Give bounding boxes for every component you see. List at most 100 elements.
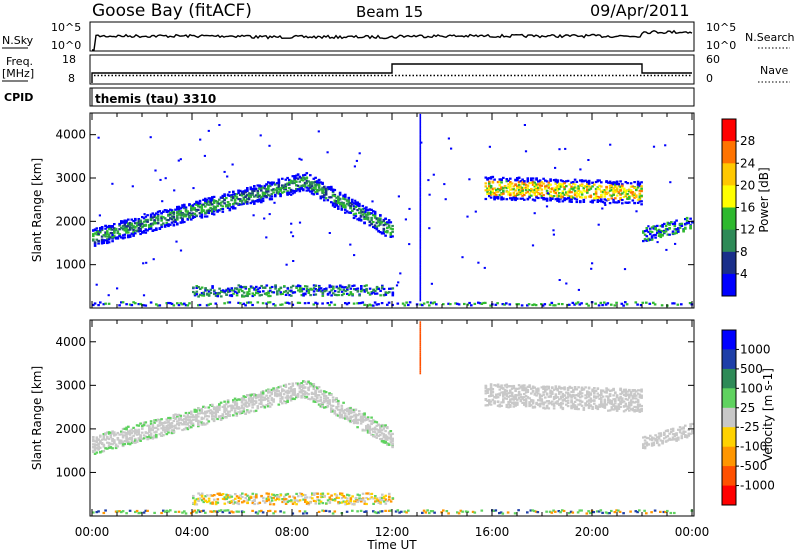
scatter-cell	[493, 402, 496, 404]
scatter-cell	[272, 401, 275, 403]
scatter-cell	[581, 196, 584, 198]
scatter-cell	[562, 408, 565, 410]
scatter-cell	[654, 434, 657, 436]
scatter-cell	[175, 241, 177, 243]
scatter-cell	[640, 195, 643, 197]
scatter-cell	[619, 197, 622, 199]
scatter-cell	[388, 302, 391, 304]
scatter-cell	[594, 303, 597, 305]
scatter-cell	[263, 218, 265, 220]
scatter-cell	[574, 401, 577, 403]
scatter-cell	[420, 265, 422, 267]
scatter-cell	[206, 215, 209, 217]
scatter-cell	[621, 202, 624, 204]
scatter-cell	[330, 294, 333, 296]
scatter-cell	[548, 387, 551, 389]
scatter-cell	[544, 303, 547, 305]
scatter-cell	[651, 236, 654, 238]
scatter-cell	[681, 223, 684, 225]
scatter-cell	[397, 303, 400, 305]
scatter-cell	[358, 410, 361, 412]
scatter-cell	[420, 135, 422, 137]
colorbar-swatch	[722, 208, 736, 231]
scatter-cell	[330, 186, 333, 188]
scatter-cell	[299, 190, 302, 192]
scatter-cell	[225, 197, 228, 199]
colorbar-tick-label: 12	[740, 223, 755, 237]
beam-title: Beam 15	[356, 3, 423, 21]
scatter-cell	[188, 216, 191, 218]
scatter-cell	[595, 192, 598, 194]
scatter-cell	[353, 411, 356, 413]
scatter-cell	[318, 130, 320, 132]
scatter-cell	[621, 397, 624, 399]
scatter-cell	[420, 124, 422, 126]
scatter-cell	[420, 234, 422, 236]
scatter-cell	[556, 179, 559, 181]
scatter-cell	[420, 166, 422, 168]
scatter-cell	[269, 295, 272, 297]
scatter-cell	[604, 202, 607, 204]
scatter-cell	[600, 198, 603, 200]
scatter-cell	[244, 304, 247, 306]
scatter-cell	[420, 260, 422, 262]
scatter-cell	[651, 231, 654, 233]
scatter-cell	[356, 421, 359, 423]
scatter-cell	[267, 400, 270, 402]
scatter-cell	[92, 436, 95, 438]
scatter-cell	[661, 441, 664, 443]
scatter-cell	[274, 194, 277, 196]
scatter-cell	[155, 229, 158, 231]
scatter-cell	[509, 303, 512, 305]
scatter-cell	[391, 440, 394, 442]
scatter-cell	[335, 397, 338, 399]
scatter-cell	[532, 177, 535, 179]
scatter-cell	[337, 208, 340, 210]
scatter-cell	[213, 213, 216, 215]
scatter-cell	[111, 234, 113, 236]
scatter-cell	[201, 410, 204, 412]
scatter-cell	[173, 304, 176, 306]
scatter-cell	[203, 295, 206, 297]
scatter-cell	[420, 114, 422, 116]
scatter-cell	[218, 124, 220, 126]
colorbar-tick-label: 16	[740, 201, 755, 215]
scatter-cell	[307, 302, 310, 304]
scatter-cell	[391, 231, 394, 233]
scatter-cell	[388, 224, 391, 226]
scatter-cell	[475, 211, 477, 213]
scatter-cell	[265, 236, 267, 238]
scatter-cell	[360, 422, 363, 424]
scatter-cell	[125, 303, 128, 305]
scatter-cell	[661, 226, 664, 228]
scatter-cell	[405, 302, 408, 304]
scatter-cell	[551, 302, 554, 304]
scatter-cell	[316, 397, 319, 399]
scatter-cell	[103, 241, 106, 243]
scatter-cell	[190, 411, 193, 413]
scatter-cell	[616, 188, 619, 190]
scatter-cell	[251, 194, 254, 196]
scatter-cell	[484, 302, 487, 304]
scatter-cell	[262, 200, 265, 202]
scatter-cell	[612, 194, 615, 196]
scatter-cell	[598, 224, 600, 226]
scatter-cell	[405, 218, 407, 220]
ytick-label: 4000	[55, 128, 86, 142]
scatter-cell	[675, 434, 678, 436]
radar-figure: Goose Bay (fitACF) Beam 15 09/Apr/2011 N…	[0, 0, 800, 554]
scatter-cell	[351, 199, 354, 201]
scatter-cell	[553, 405, 556, 407]
scatter-cell	[157, 428, 160, 430]
scatter-cell	[139, 440, 142, 442]
scatter-cell	[271, 403, 274, 405]
scatter-cell	[579, 168, 581, 170]
scatter-cell	[267, 397, 270, 399]
scatter-cell	[225, 294, 228, 296]
scatter-cell	[208, 415, 211, 417]
scatter-cell	[420, 213, 422, 215]
scatter-cell	[281, 303, 284, 305]
scatter-cell	[353, 303, 356, 305]
scatter-cell	[640, 203, 643, 205]
scatter-cell	[647, 444, 650, 446]
